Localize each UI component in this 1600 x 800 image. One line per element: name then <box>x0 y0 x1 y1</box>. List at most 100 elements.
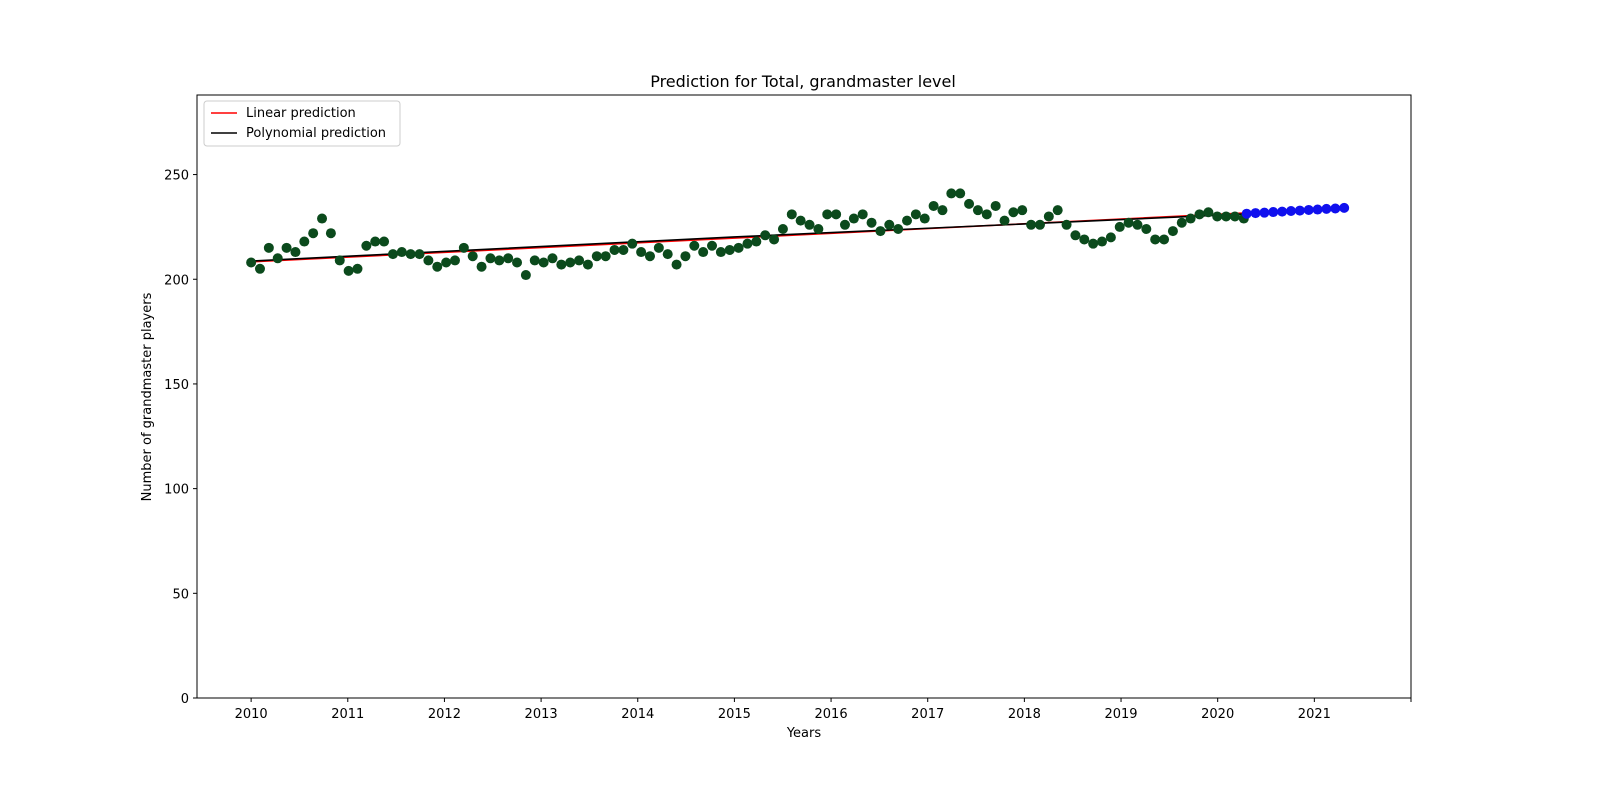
y-tick-label-50: 50 <box>172 587 189 602</box>
data-point <box>937 205 948 216</box>
data-point <box>707 240 718 251</box>
data-point <box>370 236 381 247</box>
data-point <box>246 257 257 268</box>
legend-label-polynomial: Polynomial prediction <box>246 126 386 141</box>
data-point <box>512 257 523 268</box>
plot-area <box>197 95 1411 698</box>
data-point <box>1034 219 1045 230</box>
data-point <box>1212 211 1223 222</box>
data-point <box>600 251 611 262</box>
data-point <box>574 255 585 266</box>
legend-label-linear: Linear prediction <box>246 106 356 121</box>
data-point <box>618 244 629 255</box>
data-point <box>1321 203 1332 214</box>
x-tick-label-2014: 2014 <box>621 707 654 722</box>
data-point <box>414 249 425 260</box>
data-point <box>751 236 762 247</box>
data-point <box>547 253 558 264</box>
data-point <box>254 263 265 274</box>
x-tick-label-2013: 2013 <box>525 707 558 722</box>
data-point <box>1123 217 1134 228</box>
data-point <box>538 257 549 268</box>
x-tick-label-2017: 2017 <box>911 707 944 722</box>
data-point <box>893 224 904 234</box>
data-point <box>1070 230 1081 241</box>
data-point <box>1008 207 1019 218</box>
data-point <box>910 209 921 220</box>
data-point <box>1277 206 1288 217</box>
data-point <box>591 251 602 262</box>
data-point <box>317 213 328 224</box>
data-point <box>290 247 301 258</box>
data-point <box>1229 211 1240 222</box>
data-point <box>1330 203 1341 214</box>
data-point <box>769 234 780 245</box>
data-point <box>866 217 877 228</box>
x-axis-title: Years <box>786 726 822 741</box>
data-point <box>1132 219 1143 230</box>
data-point <box>680 251 691 262</box>
data-point <box>405 249 416 260</box>
data-point <box>1339 202 1350 213</box>
data-point <box>503 253 514 264</box>
data-point <box>609 244 620 255</box>
data-point <box>1079 234 1090 245</box>
data-point <box>804 219 815 230</box>
data-point <box>556 259 567 270</box>
data-point <box>1259 207 1270 218</box>
data-point <box>955 188 966 199</box>
x-tick-label-2010: 2010 <box>235 707 268 722</box>
data-point <box>441 257 452 268</box>
data-point <box>1088 238 1099 249</box>
x-tick-label-2012: 2012 <box>428 707 461 722</box>
data-point <box>458 242 469 253</box>
data-point <box>1105 232 1116 243</box>
data-point <box>263 242 274 253</box>
data-point <box>724 244 735 255</box>
data-point <box>1097 236 1108 247</box>
data-point <box>1268 207 1279 218</box>
x-tick-label-2015: 2015 <box>718 707 751 722</box>
data-point <box>1141 224 1152 234</box>
data-point <box>1194 209 1205 220</box>
data-point <box>839 219 850 230</box>
data-point <box>1150 234 1161 245</box>
data-point <box>733 242 744 253</box>
data-point <box>946 188 957 199</box>
data-point <box>1286 205 1296 216</box>
y-tick-label-100: 100 <box>164 483 189 498</box>
data-point <box>698 247 709 258</box>
data-point <box>644 251 655 262</box>
data-point <box>831 209 842 220</box>
data-point <box>999 215 1010 226</box>
data-point <box>715 247 726 258</box>
data-point <box>760 230 771 241</box>
x-axis: 2010 2011 2012 2013 2014 2015 2016 2017 2018 2019… <box>235 698 1412 722</box>
data-point <box>813 224 824 234</box>
data-point <box>1303 204 1314 215</box>
data-point <box>1061 219 1072 230</box>
data-point <box>689 240 700 251</box>
data-point <box>1052 205 1063 216</box>
data-point <box>857 209 868 220</box>
data-point <box>485 253 496 264</box>
y-axis-title: Number of grandmaster players <box>140 292 155 501</box>
data-point <box>1159 234 1170 245</box>
data-point <box>1203 207 1214 218</box>
data-point <box>627 238 638 249</box>
data-point <box>467 251 478 262</box>
data-point <box>786 209 797 220</box>
data-point <box>449 255 460 266</box>
data-point <box>379 236 390 247</box>
y-tick-label-200: 200 <box>164 273 189 288</box>
data-point <box>919 213 930 224</box>
x-tick-label-2021: 2021 <box>1298 707 1331 722</box>
data-point <box>742 238 753 249</box>
data-point <box>308 228 319 239</box>
data-point <box>396 247 407 258</box>
data-point <box>1176 217 1187 228</box>
data-point <box>520 270 531 281</box>
data-point <box>928 200 939 211</box>
data-point <box>777 224 788 234</box>
data-point <box>529 255 540 266</box>
